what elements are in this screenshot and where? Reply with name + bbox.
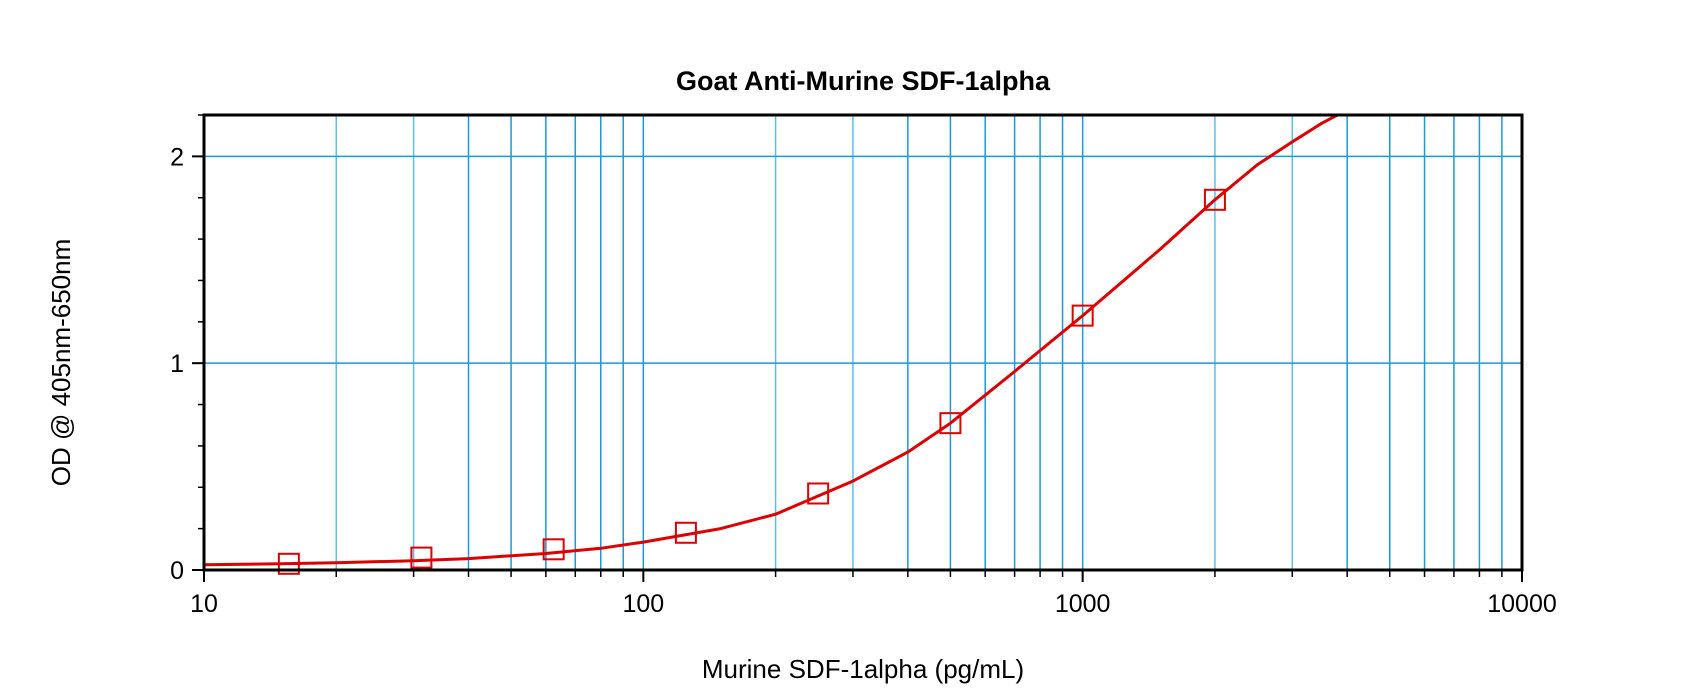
y-axis-label: OD @ 405nm-650nm: [46, 239, 76, 487]
data-point: [410, 546, 433, 569]
y-tick-label: 2: [170, 143, 184, 171]
grid: [203, 115, 1523, 571]
y-tick-labels: 0 1 2: [170, 143, 184, 585]
data-points-layer: [277, 188, 1226, 575]
x-tick-label: 10000: [1487, 590, 1557, 618]
data-point: [1071, 304, 1094, 327]
x-tick-label: 1000: [1055, 590, 1111, 618]
plot-frame: [202, 113, 1524, 572]
tick-marks: [192, 114, 1523, 582]
data-point: [542, 538, 565, 561]
chart-title: Goat Anti-Murine SDF-1alpha: [676, 66, 1051, 96]
y-tick-label: 1: [170, 350, 184, 378]
x-axis-label: Murine SDF-1alpha (pg/mL): [702, 654, 1024, 684]
fit-curve-layer: [204, 115, 1339, 567]
x-tick-label: 10: [190, 590, 218, 618]
x-tick-labels: 10 100 1000 10000: [190, 590, 1557, 618]
data-point: [1203, 188, 1226, 211]
data-point: [277, 552, 300, 575]
data-point: [807, 482, 830, 505]
data-point: [939, 412, 962, 435]
y-tick-label: 0: [170, 557, 184, 585]
x-tick-label: 100: [622, 590, 664, 618]
data-point: [674, 521, 697, 544]
fit-curve: [204, 115, 1339, 567]
